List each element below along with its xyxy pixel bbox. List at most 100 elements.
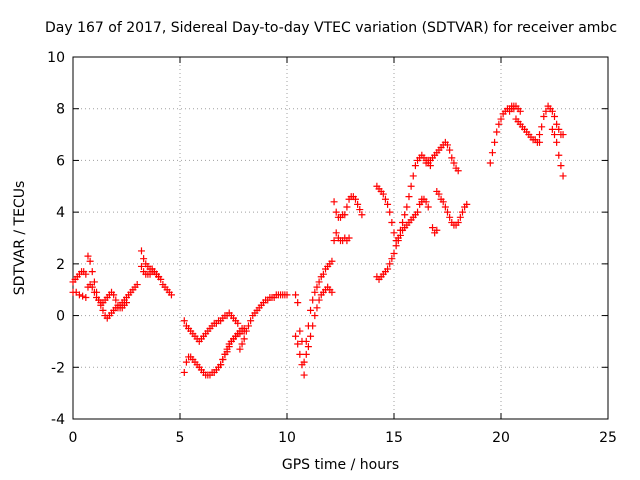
data-point [137, 247, 145, 255]
series-arc-22 [506, 102, 524, 115]
data-point [551, 112, 558, 120]
data-point [454, 167, 462, 175]
data-point [446, 146, 454, 154]
data-point [354, 200, 362, 208]
data-point [441, 203, 449, 211]
series-arc-14 [330, 229, 353, 245]
data-point [424, 203, 432, 211]
data-point [493, 128, 501, 136]
data-point [486, 159, 494, 167]
data-point [315, 296, 323, 304]
series-arc-9 [217, 327, 248, 369]
data-point [343, 203, 351, 211]
data-point [356, 206, 364, 214]
data-point [292, 332, 300, 340]
data-point [302, 337, 310, 345]
data-point [110, 291, 118, 299]
data-point [313, 283, 321, 291]
data-point [379, 190, 387, 198]
y-tick-label: 8 [56, 102, 65, 118]
data-point [328, 288, 336, 296]
data-point [555, 125, 563, 133]
data-point [225, 343, 233, 351]
data-point [219, 356, 227, 364]
data-point [294, 299, 302, 307]
data-point [448, 154, 456, 162]
x-tick-label: 25 [599, 430, 617, 446]
data-point [551, 131, 558, 139]
data-point [319, 270, 327, 278]
data-point [557, 162, 565, 170]
data-point [444, 141, 451, 149]
series-arc-16 [373, 151, 434, 283]
data-point [155, 273, 163, 281]
data-point [112, 296, 120, 304]
data-point [140, 255, 148, 263]
data-point [444, 208, 451, 216]
data-point [304, 343, 312, 351]
data-point [390, 229, 398, 237]
data-point [82, 293, 90, 301]
series-arc-17 [418, 195, 432, 211]
x-tick-label: 0 [69, 430, 78, 446]
series-arc-6 [137, 262, 163, 281]
data-point [137, 262, 145, 270]
data-point [394, 234, 402, 242]
series-arc-24 [548, 125, 567, 180]
data-point [300, 371, 308, 379]
data-point [294, 340, 302, 348]
series-arc-21 [486, 102, 544, 167]
data-point [411, 162, 419, 170]
data-point [311, 288, 319, 296]
data-point [399, 218, 407, 226]
data-point [217, 361, 225, 369]
series-arc-19 [429, 224, 441, 237]
data-point [307, 332, 315, 340]
data-point [309, 296, 317, 304]
data-point [300, 358, 308, 366]
series-arc-13 [330, 193, 366, 221]
data-point [559, 131, 567, 139]
data-point [283, 291, 291, 299]
data-point [311, 312, 319, 320]
data-point [384, 265, 392, 273]
y-axis-label: SDTVAR / TECUs [12, 180, 28, 296]
data-point [536, 131, 544, 139]
data-point [495, 120, 503, 128]
data-point [536, 138, 544, 146]
data-point [332, 229, 340, 237]
data-point [548, 125, 556, 133]
data-point [247, 317, 255, 325]
data-point [454, 218, 462, 226]
data-point [396, 226, 404, 234]
data-point [328, 257, 336, 265]
data-point [84, 252, 92, 260]
plot-frame [72, 56, 609, 420]
data-point [386, 260, 394, 268]
data-point [553, 138, 561, 146]
data-point [180, 368, 188, 376]
data-point [86, 257, 94, 265]
data-point [414, 208, 422, 216]
series-arc-15 [373, 182, 426, 245]
x-axis-label: GPS time / hours [281, 457, 400, 473]
data-point [88, 283, 96, 291]
data-point [429, 224, 437, 232]
y-tick-label: 0 [56, 309, 65, 325]
data-point [407, 182, 415, 190]
data-point [388, 218, 396, 226]
data-point [555, 151, 563, 159]
data-point [296, 350, 304, 358]
data-point [390, 250, 398, 258]
x-tick-label: 10 [278, 430, 296, 446]
data-point [330, 198, 338, 206]
data-point [90, 288, 98, 296]
y-tick-label: 2 [56, 257, 65, 273]
series-arc-10 [236, 291, 291, 353]
axis-ticks: 0 5 10 15 20 25 -4 -2 0 2 4 6 8 10 [47, 50, 617, 446]
y-tick-label: 6 [56, 153, 65, 169]
data-point [405, 193, 413, 201]
data-point [90, 278, 98, 286]
data-point [79, 292, 87, 300]
data-points [69, 102, 567, 379]
